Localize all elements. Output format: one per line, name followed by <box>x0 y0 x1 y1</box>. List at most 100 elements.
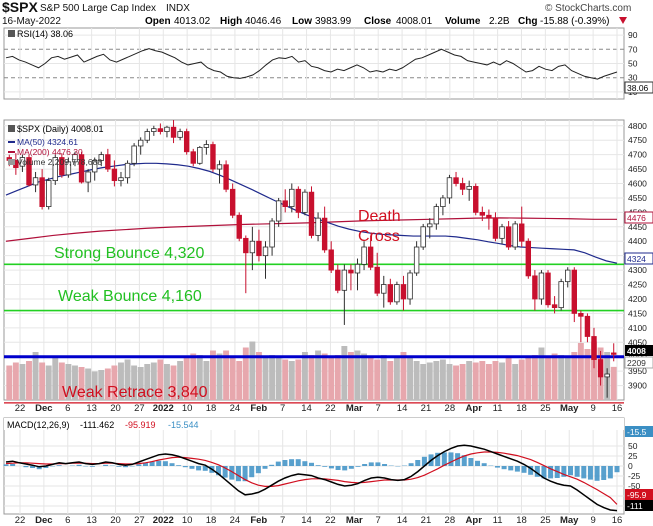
ma200-legend: MA(200) 4476.30 <box>17 147 83 157</box>
volume-bar <box>255 352 262 400</box>
candle-body <box>433 206 440 225</box>
volume-bar <box>288 361 295 400</box>
macd-histogram-bar <box>162 461 168 466</box>
candle-body <box>98 154 104 161</box>
x-axis-label: 2022 <box>153 403 174 414</box>
rsi-tick-label: 30 <box>628 73 638 83</box>
x-axis-label: Mar <box>346 403 363 414</box>
macd-histogram-bar <box>461 455 467 466</box>
volume-bar <box>131 365 138 400</box>
volume-bar <box>104 368 111 400</box>
volume-bar <box>58 362 65 400</box>
strong-bounce-label: Strong Bounce 4,320 <box>54 245 204 262</box>
volume-bar <box>229 358 236 400</box>
macd-histogram-bar <box>594 466 600 481</box>
candle-body <box>328 249 334 271</box>
candle-body <box>499 226 505 239</box>
volume-bar <box>439 359 446 400</box>
candle-body <box>361 246 367 265</box>
candle-body <box>578 313 584 317</box>
macd-histogram-bar <box>123 466 129 468</box>
volume-bar <box>196 355 203 400</box>
volume-bar <box>591 341 597 400</box>
volume-bar <box>295 359 302 400</box>
x-axis-label: 21 <box>421 515 432 526</box>
candle-body <box>282 200 288 207</box>
macd-histogram-bar <box>309 462 314 466</box>
volume-bar <box>538 347 545 400</box>
macd-tick-label: -25 <box>628 471 641 481</box>
rsi-legend: RSI(14) 38.06 <box>8 29 73 39</box>
death-cross-label-1: Death <box>358 208 401 225</box>
volume-bar <box>518 359 525 400</box>
candle-body <box>229 188 236 216</box>
macd-histogram-bar <box>348 466 354 469</box>
macd-histogram-bar <box>36 466 42 470</box>
x-axis-label: 25 <box>540 515 551 526</box>
macd-histogram-bar <box>295 459 301 466</box>
candle-body <box>315 217 321 236</box>
macd-legend: MACD(12,26,9) -111.462 -95.919 -15.544 <box>4 418 624 430</box>
macd-histogram-bar <box>136 464 142 466</box>
volume-bar <box>545 356 551 400</box>
macd-histogram-bar <box>10 464 16 466</box>
candle-body <box>341 269 348 291</box>
macd-histogram-bar <box>282 460 288 466</box>
volume-bar <box>472 362 479 400</box>
price-tick-label: 4300 <box>628 265 647 275</box>
macd-histogram-bar <box>116 466 122 467</box>
candle-body <box>131 145 137 164</box>
signal-legend-value: -95.919 <box>125 420 156 430</box>
weak-bounce-label: Weak Bounce 4,160 <box>58 288 202 305</box>
macd-histogram-bar <box>415 460 421 466</box>
macd-histogram-bar <box>196 466 202 471</box>
volume-bar <box>446 364 453 400</box>
macd-histogram-bar <box>202 466 208 471</box>
volume-bar <box>328 356 335 400</box>
rsi-tick-label: 90 <box>628 30 638 40</box>
x-axis-label: 2022 <box>153 515 174 526</box>
rsi-line <box>5 48 618 80</box>
volume-bar <box>282 359 289 400</box>
candle-body <box>571 269 577 314</box>
close-label: Close <box>364 16 392 27</box>
candle-body <box>118 177 124 182</box>
candle-body <box>394 284 400 303</box>
candle-body <box>275 200 282 222</box>
volume-bar <box>551 353 558 400</box>
price-tick-label: 4150 <box>628 308 647 318</box>
x-axis-label: 9 <box>590 515 595 526</box>
macd-histogram-bar <box>89 466 95 467</box>
x-axis-label: 16 <box>612 515 623 526</box>
volume-bar <box>91 371 98 400</box>
volume-value: 2.2B <box>489 16 510 27</box>
candle-body <box>519 223 525 242</box>
x-axis-label: 13 <box>86 403 97 414</box>
macd-histogram-bar <box>76 464 82 466</box>
macd-histogram-bar <box>43 466 49 468</box>
volume-bar <box>236 361 243 400</box>
candle-body <box>39 177 45 207</box>
candle-body <box>32 177 39 186</box>
candle-body <box>177 131 183 138</box>
price-tick-label: 3900 <box>628 381 647 391</box>
chg-down-arrow-icon <box>619 17 627 24</box>
rsi-tick-label: 70 <box>628 44 638 54</box>
macd-histogram-bar <box>103 464 109 466</box>
chg-value: -15.88 (-0.39%) <box>540 16 609 27</box>
price-tick-label: 4100 <box>628 323 647 333</box>
volume-bar <box>571 352 578 400</box>
volume-bar <box>393 358 400 400</box>
volume-bar <box>374 359 381 400</box>
x-axis-label: 18 <box>206 515 217 526</box>
macd-histogram-bar <box>607 466 613 479</box>
candle-body <box>26 157 32 186</box>
x-axis-label: 11 <box>493 515 503 526</box>
x-axis-label: 22 <box>325 515 336 526</box>
volume-bar <box>12 362 19 400</box>
candle-body <box>105 154 111 170</box>
price-tick-label: 4050 <box>628 337 647 347</box>
x-axis-label: Dec <box>35 515 52 526</box>
candle-body <box>565 269 571 283</box>
svg-text:-15.5: -15.5 <box>627 427 647 437</box>
